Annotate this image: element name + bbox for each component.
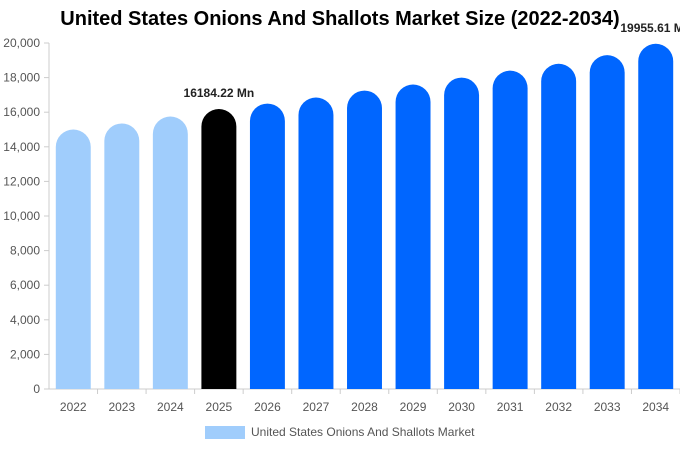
x-tick-label-2029: 2029 <box>400 400 427 414</box>
y-tick-label: 12,000 <box>3 174 40 188</box>
y-tick-label: 0 <box>33 382 40 396</box>
y-tick-label: 14,000 <box>3 140 40 154</box>
axes: 0 2,000 4,000 6,000 8,000 10,000 12,000 14,000 1… <box>3 36 680 414</box>
bars <box>55 43 674 390</box>
labels: 16184.22 Mn 19955.61 Mn <box>184 21 680 100</box>
bar-2032 <box>541 63 577 389</box>
y-tick-label: 10,000 <box>3 209 40 223</box>
data-label-2034: 19955.61 Mn <box>620 21 680 35</box>
bar-2031 <box>492 70 528 389</box>
chart-title: United States Onions And Shallots Market… <box>60 8 620 30</box>
x-tick-label-2034: 2034 <box>642 400 669 414</box>
x-tick-label-2022: 2022 <box>60 400 87 414</box>
x-tick-label-2033: 2033 <box>594 400 621 414</box>
y-tick-label: 18,000 <box>3 71 40 85</box>
x-tick-label-2031: 2031 <box>497 400 524 414</box>
x-tick-label-2023: 2023 <box>108 400 135 414</box>
bar-2026 <box>249 103 285 389</box>
x-tick-label-2025: 2025 <box>206 400 233 414</box>
x-tick-label-2028: 2028 <box>351 400 378 414</box>
x-tick-label-2032: 2032 <box>545 400 572 414</box>
y-tick-label: 16,000 <box>3 105 40 119</box>
x-tick-label-2024: 2024 <box>157 400 184 414</box>
bar-2023 <box>104 123 140 389</box>
legend-label: United States Onions And Shallots Market <box>251 425 475 439</box>
y-tick-label: 6,000 <box>10 278 40 292</box>
y-tick-label: 4,000 <box>10 313 40 327</box>
bar-2027 <box>298 97 334 389</box>
bar-2025 <box>201 109 237 389</box>
bar-2022 <box>55 129 91 389</box>
y-tick-label: 2,000 <box>10 347 40 361</box>
x-tick-label-2027: 2027 <box>303 400 330 414</box>
bar-2029 <box>395 84 431 390</box>
x-tick-label-2026: 2026 <box>254 400 281 414</box>
legend-swatch <box>205 425 245 439</box>
y-tick-label: 8,000 <box>10 244 40 258</box>
bar-2033 <box>589 55 625 390</box>
bar-2034 <box>638 43 674 389</box>
bar-2028 <box>347 90 382 389</box>
legend: United States Onions And Shallots Market <box>205 425 474 439</box>
bar-2030 <box>444 77 480 390</box>
x-tick-label-2030: 2030 <box>448 400 475 414</box>
y-tick-label: 20,000 <box>3 36 40 50</box>
data-label-2025: 16184.22 Mn <box>184 86 255 100</box>
bar-2024 <box>152 116 188 389</box>
